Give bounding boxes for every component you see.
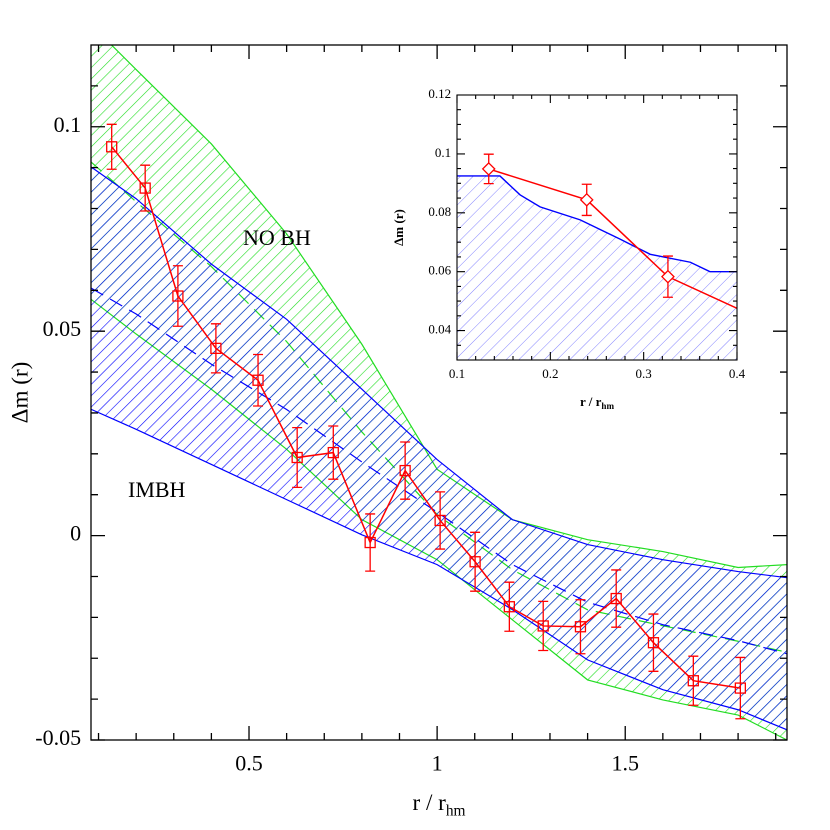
x-axis-label-main: r / r <box>412 789 446 815</box>
x-axis-label-sub: hm <box>601 401 614 411</box>
marker <box>610 592 622 605</box>
x-axis-label: r / rhm <box>580 394 614 411</box>
error-bar <box>435 491 446 550</box>
x-tick-label: 0.5 <box>235 750 263 775</box>
band-fill <box>91 166 787 730</box>
y-tick-label: 0.04 <box>428 322 451 337</box>
marker <box>734 682 746 694</box>
band-label: IMBH <box>128 477 186 502</box>
x-tick-label: 1.5 <box>611 750 639 775</box>
x-tick-label: 0.2 <box>542 366 558 381</box>
band-label: NO BH <box>243 225 311 250</box>
marker <box>364 536 376 549</box>
y-tick-label: 0.05 <box>43 316 82 341</box>
x-axis-label: r / rhm <box>412 789 465 819</box>
marker <box>210 342 222 354</box>
x-tick-label: 1 <box>432 750 443 775</box>
error-bar <box>611 569 622 628</box>
x-tick-label: 0.4 <box>729 366 746 381</box>
error-bar <box>328 425 339 480</box>
marker <box>252 374 264 386</box>
marker <box>579 192 594 207</box>
series-line <box>111 146 741 689</box>
marker <box>574 621 587 633</box>
error-bar <box>504 581 515 632</box>
error-bar <box>470 531 481 592</box>
plot-area <box>457 153 737 360</box>
area-line <box>457 175 737 273</box>
x-tick-label: 0.1 <box>449 366 465 381</box>
marker <box>291 451 303 464</box>
error-bar <box>575 599 586 655</box>
y-tick-label: 0 <box>70 521 81 546</box>
plot-1: 0.1 0.2 0.3 0.4 0.04 0.06 0.08 0.1 0.12 r / rhm Δm… <box>391 86 746 411</box>
y-axis-label: Δm (r) <box>391 209 406 246</box>
error-bar <box>365 513 376 572</box>
error-bar <box>688 655 699 706</box>
y-tick-label: 0.06 <box>428 263 451 278</box>
y-axis-label: Δm (r) <box>6 362 32 424</box>
plot-area <box>91 45 787 740</box>
x-axis-label-main: r / r <box>580 394 602 409</box>
error-bar <box>140 164 151 212</box>
error-bar <box>538 600 549 652</box>
marker <box>106 141 118 153</box>
marker <box>327 446 339 459</box>
marker <box>481 161 496 176</box>
marker <box>537 620 549 632</box>
y-tick-label: 0.1 <box>435 145 451 160</box>
y-tick-label: -0.05 <box>35 725 81 750</box>
axes-frame <box>90 44 788 741</box>
y-tick-label: 0.1 <box>54 112 82 137</box>
band-center <box>91 287 787 655</box>
marker <box>469 556 481 568</box>
y-tick-label: 0.08 <box>428 204 451 219</box>
y-tick-label: 0.12 <box>428 86 451 101</box>
error-bar <box>292 427 303 488</box>
x-tick-label: 0.3 <box>636 366 652 381</box>
area-fill <box>457 175 737 360</box>
series-line <box>488 168 737 310</box>
marker <box>661 269 675 284</box>
error-bar <box>400 441 411 500</box>
error-bar <box>648 613 659 672</box>
marker <box>139 182 151 194</box>
marker <box>399 464 411 477</box>
band-edge <box>91 408 787 731</box>
band-edge <box>91 166 787 579</box>
error-bar <box>172 265 183 327</box>
error-bar <box>106 123 117 170</box>
error-bar <box>253 353 264 407</box>
marker <box>647 637 660 649</box>
error-bar <box>210 323 221 374</box>
marker <box>434 514 446 527</box>
x-axis-label-sub: hm <box>446 802 466 819</box>
error-bar <box>735 656 746 720</box>
marker <box>172 290 184 302</box>
marker <box>687 675 699 687</box>
marker <box>503 601 516 613</box>
